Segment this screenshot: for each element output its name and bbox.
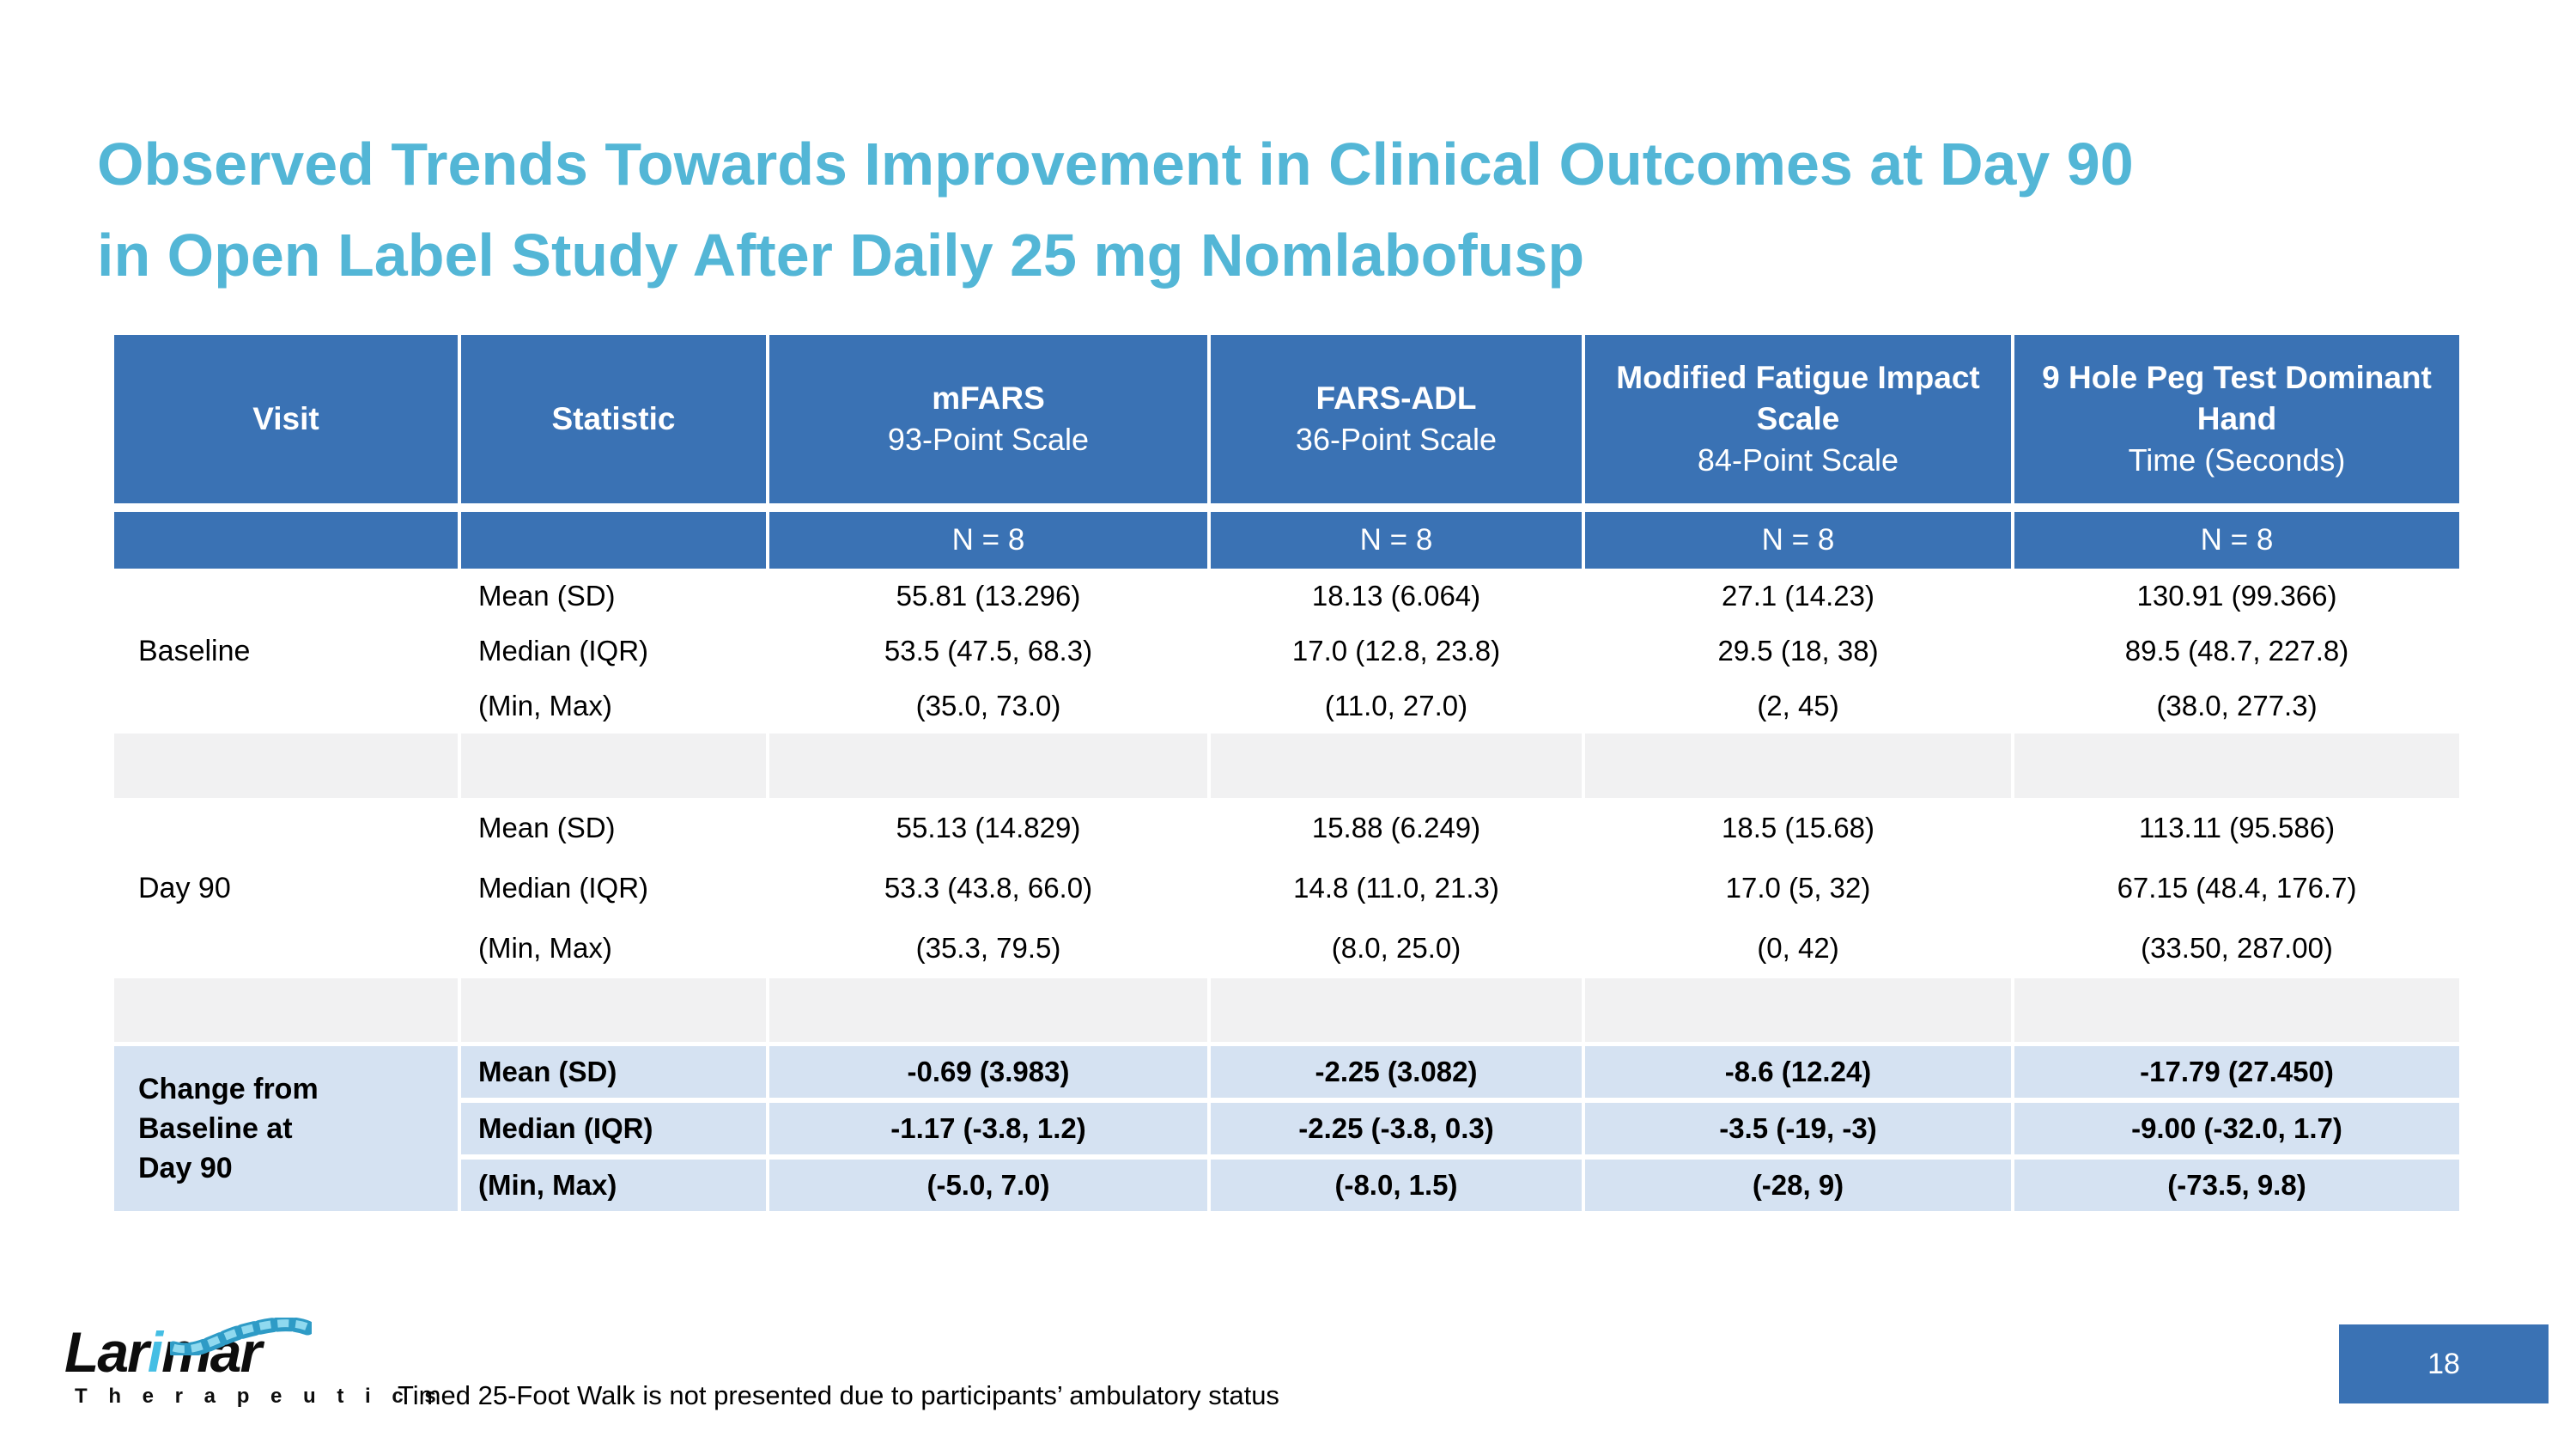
header-sublabel: 93-Point Scale [887,422,1090,457]
value-cell: -2.25 (3.082) [1211,1046,1582,1098]
value-cell: -3.5 (-19, -3) [1585,1103,2011,1154]
value-cell: 15.88 (6.249) [1311,812,1481,843]
stat-label: Median (IQR) [461,1103,766,1154]
header-cell-mfars: mFARS 93-Point Scale [769,335,1207,503]
stat-label: Mean (SD) [478,580,616,612]
value-cell: (33.50, 287.00) [2141,932,2333,964]
value-cell: 18.13 (6.064) [1311,580,1481,612]
table-row: (Min, Max) (-5.0, 7.0) (-8.0, 1.5) (-28,… [461,1160,2459,1211]
stat-label: Median (IQR) [478,635,649,667]
header-label: Statistic [551,401,676,436]
footnote: Timed 25-Foot Walk is not presented due … [398,1380,1279,1410]
header-label: Modified Fatigue Impact Scale [1616,360,1980,436]
slide-title-line1: Observed Trends Towards Improvement in C… [97,131,2134,198]
header-sublabel: Time (Seconds) [2128,442,2346,478]
value-cell: (11.0, 27.0) [1324,690,1468,721]
change-from-baseline-section: Change from Baseline at Day 90 Mean (SD)… [114,1046,2459,1211]
visit-label-day90: Day 90 [138,871,231,904]
value-cell: 29.5 (18, 38) [1717,635,1879,667]
stat-label: Median (IQR) [478,872,649,904]
stat-label: Mean (SD) [461,1046,766,1098]
baseline-section: Baseline Mean (SD) 55.81 (13.296) 18.13 … [114,569,2459,734]
n-cell: N = 8 [1211,512,1582,569]
slide-title: Observed Trends Towards Improvement in C… [97,119,2501,301]
value-cell: (-5.0, 7.0) [769,1160,1207,1211]
header-label: mFARS [932,381,1045,416]
value-cell: -9.00 (-32.0, 1.7) [2014,1103,2459,1154]
n-cell-empty [114,512,458,569]
value-cell: 53.3 (43.8, 66.0) [884,872,1093,904]
header-cell-visit: Visit [114,335,458,503]
table-n-row: N = 8 N = 8 N = 8 N = 8 [114,512,2459,569]
table-row: Mean (SD) -0.69 (3.983) -2.25 (3.082) -8… [461,1046,2459,1098]
table-row: Median (IQR) -1.17 (-3.8, 1.2) -2.25 (-3… [461,1103,2459,1154]
value-cell: (35.3, 79.5) [915,932,1061,964]
value-cell: -2.25 (-3.8, 0.3) [1211,1103,1582,1154]
value-cell: 17.0 (12.8, 23.8) [1291,635,1501,667]
value-cell: -0.69 (3.983) [769,1046,1207,1098]
stat-label: (Min, Max) [478,690,612,721]
n-cell: N = 8 [769,512,1207,569]
table-row: Median (IQR) 53.5 (47.5, 68.3) 17.0 (12.… [461,624,2459,679]
value-cell: 53.5 (47.5, 68.3) [884,635,1093,667]
logo-subtext: T h e r a p e u t i c s [75,1385,444,1408]
visit-label-change: Change from Baseline at Day 90 [114,1046,458,1211]
value-cell: 130.91 (99.366) [2136,580,2337,612]
spacer-row [114,978,2459,1042]
page-number-badge: 18 [2339,1324,2549,1403]
day90-section: Day 90 Mean (SD) 55.13 (14.829) 15.88 (6… [114,798,2459,978]
header-label: Visit [252,401,319,436]
page-number: 18 [2427,1347,2460,1380]
value-cell: 18.5 (15.68) [1722,812,1874,843]
logo-teal-i: i [147,1320,163,1384]
value-cell: (8.0, 25.0) [1331,932,1461,964]
header-cell-statistic: Statistic [461,335,766,503]
header-label: FARS-ADL [1315,381,1477,416]
value-cell: (-8.0, 1.5) [1211,1160,1582,1211]
visit-label-baseline: Baseline [138,634,251,667]
helix-ribbon-icon [170,1318,312,1355]
slide-title-line2: in Open Label Study After Daily 25 mg No… [97,222,1585,289]
value-cell: 67.15 (48.4, 176.7) [2117,872,2357,904]
table-row: Mean (SD) 55.81 (13.296) 18.13 (6.064) 2… [461,569,2459,624]
clinical-outcomes-table: Visit Statistic mFARS 93-Point Scale FAR… [114,335,2459,1211]
value-cell: (38.0, 277.3) [2156,690,2318,721]
stat-label: (Min, Max) [478,932,612,964]
n-cell: N = 8 [2014,512,2459,569]
value-cell: 55.13 (14.829) [896,812,1081,843]
value-cell: (-73.5, 9.8) [2014,1160,2459,1211]
value-cell: -17.79 (27.450) [2014,1046,2459,1098]
header-cell-9hpt: 9 Hole Peg Test Dominant Hand Time (Seco… [2014,335,2459,503]
value-cell: 55.81 (13.296) [896,580,1081,612]
table-header-row: Visit Statistic mFARS 93-Point Scale FAR… [114,335,2459,503]
header-sublabel: 36-Point Scale [1295,422,1498,457]
stat-label: Mean (SD) [478,812,616,843]
table-row: Median (IQR) 53.3 (43.8, 66.0) 14.8 (11.… [461,858,2459,918]
value-cell: 17.0 (5, 32) [1725,872,1871,904]
value-cell: 27.1 (14.23) [1722,580,1874,612]
header-sublabel: 84-Point Scale [1697,442,1899,478]
value-cell: 113.11 (95.586) [2138,812,2336,843]
table-row: Mean (SD) 55.13 (14.829) 15.88 (6.249) 1… [461,798,2459,858]
spacer-row [114,734,2459,798]
table-row: (Min, Max) (35.0, 73.0) (11.0, 27.0) (2,… [461,679,2459,734]
header-cell-mfis: Modified Fatigue Impact Scale 84-Point S… [1585,335,2011,503]
table-row: (Min, Max) (35.3, 79.5) (8.0, 25.0) (0, … [461,918,2459,978]
value-cell: -8.6 (12.24) [1585,1046,2011,1098]
n-cell-empty [461,512,766,569]
n-cell: N = 8 [1585,512,2011,569]
value-cell: (-28, 9) [1585,1160,2011,1211]
value-cell: -1.17 (-3.8, 1.2) [769,1103,1207,1154]
value-cell: (35.0, 73.0) [915,690,1061,721]
header-label: 9 Hole Peg Test Dominant Hand [2042,360,2432,436]
value-cell: 14.8 (11.0, 21.3) [1293,872,1499,904]
value-cell: (0, 42) [1757,932,1839,964]
header-cell-fars-adl: FARS-ADL 36-Point Scale [1211,335,1582,503]
larimar-logo: Larimar T h e r a p e u t i c s [64,1318,444,1409]
value-cell: (2, 45) [1757,690,1839,721]
value-cell: 89.5 (48.7, 227.8) [2124,635,2349,667]
stat-label: (Min, Max) [461,1160,766,1211]
